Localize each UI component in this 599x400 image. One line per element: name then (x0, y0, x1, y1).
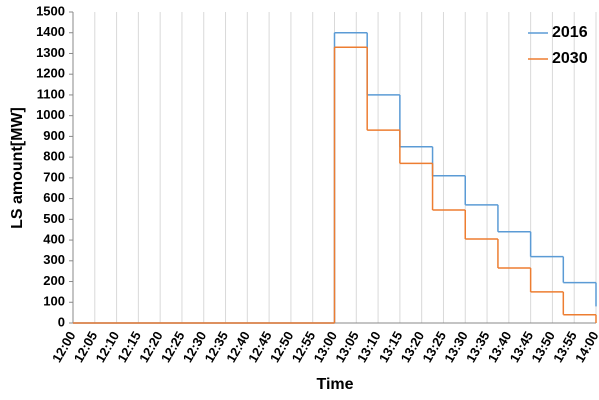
y-tick-label: 1500 (36, 3, 65, 18)
y-tick-label: 400 (43, 232, 65, 247)
y-tick-label: 600 (43, 190, 65, 205)
y-tick-label: 200 (43, 273, 65, 288)
y-tick-label: 1200 (36, 66, 65, 81)
y-tick-label: 0 (58, 314, 65, 329)
y-tick-label: 700 (43, 169, 65, 184)
y-tick-label: 800 (43, 149, 65, 164)
y-tick-label: 1400 (36, 24, 65, 39)
y-tick-label: 900 (43, 128, 65, 143)
y-tick-label: 1000 (36, 107, 65, 122)
y-axis-title: LS amount[MW] (9, 107, 26, 229)
x-axis-title: Time (316, 376, 353, 393)
legend-label: 2016 (552, 24, 588, 41)
y-tick-label: 100 (43, 294, 65, 309)
y-tick-label: 1300 (36, 45, 65, 60)
y-tick-label: 500 (43, 211, 65, 226)
legend-label: 2030 (552, 50, 588, 67)
y-tick-label: 300 (43, 252, 65, 267)
y-tick-label: 1100 (37, 86, 65, 101)
